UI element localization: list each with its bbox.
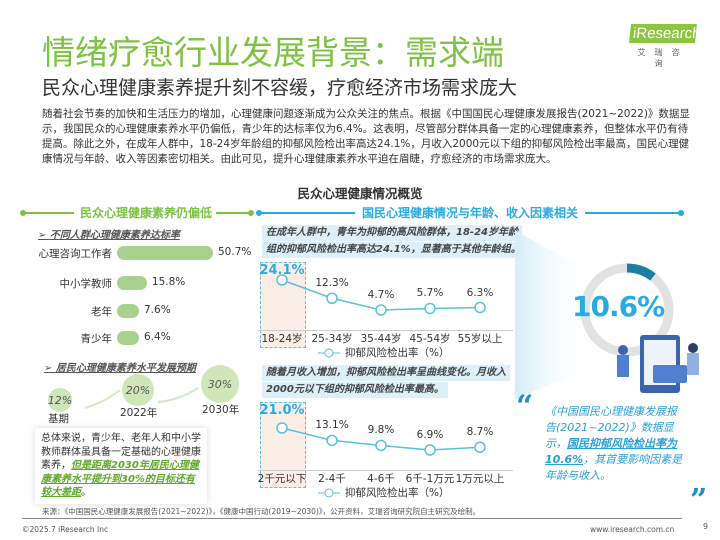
- forecast-label: 基期: [48, 413, 69, 425]
- chart-callout: 组的抑郁风险检出率高达24.1%，显著高于其他年龄组。: [262, 242, 525, 258]
- bar: [117, 304, 139, 318]
- bar-label: 中小学教师: [59, 278, 113, 290]
- data-point: [424, 302, 436, 315]
- quote-bold: 国民抑郁风险检出率为10.6%: [545, 437, 677, 466]
- data-point: [375, 304, 387, 316]
- data-point: [326, 292, 338, 304]
- bar: [117, 331, 139, 345]
- quote-part: ，其首要影响因素是年龄与收入。: [545, 453, 683, 482]
- donut-illustration: [515, 230, 699, 400]
- bar: [117, 246, 213, 260]
- header-dot: [256, 210, 262, 216]
- data-label: 4.7%: [367, 289, 395, 301]
- fan-shape: [515, 230, 595, 400]
- x-tick-label: 45-54岁: [409, 333, 451, 345]
- x-tick-label: 1万元以上: [455, 473, 505, 485]
- forecast-circle: 30%: [201, 365, 239, 403]
- header-dot: [678, 210, 684, 216]
- logo-cn: 艾瑞咨询: [637, 48, 689, 68]
- intro-paragraph: 随着社会节奏的加快和生活压力的增加，心理健康问题逐渐成为公众关注的焦点。根据《中…: [42, 108, 690, 165]
- data-point: [326, 434, 338, 447]
- legend-marker: [324, 348, 334, 358]
- bars-title: ➢ 不同人群心理健康素养达标率: [38, 230, 180, 241]
- bar-label: 老年: [91, 306, 112, 318]
- data-label: 21.0%: [259, 403, 305, 418]
- x-tick-label: 55岁以上: [457, 333, 503, 345]
- data-label: 6.3%: [466, 286, 494, 299]
- chart-callout: 随着月收入增加，抑郁风险检出率呈曲线变化。月收入: [262, 365, 510, 381]
- quote-part: 《中国国民心理健康发展报告(2021~2022)》数据显示，: [545, 405, 677, 450]
- chart-callout: 2000元以下组的抑郁风险检出率最高。: [262, 382, 448, 398]
- data-point: [424, 444, 436, 456]
- logo-text: iResearch: [629, 24, 701, 43]
- forecast-title-text: 居民心理健康素养水平发展预期: [55, 363, 196, 374]
- summary-end: 。: [81, 487, 91, 498]
- data-point: [474, 441, 486, 453]
- chart-callout: 在成年人群中，青年为抑郁的高风险群体，18-24岁年龄: [262, 225, 522, 241]
- iresearch-logo: iResearch 艾瑞咨询: [629, 24, 701, 69]
- forecast-label: 2022年: [120, 407, 158, 419]
- bar: [117, 276, 147, 290]
- copyright: ©2025.7 iResearch Inc: [22, 525, 109, 534]
- page-subtitle: 民众心理健康素养提升刻不容缓，疗愈经济市场需求庞大: [42, 77, 518, 99]
- bar-value: 50.7%: [218, 246, 252, 258]
- x-tick-label: 25-34岁: [311, 333, 353, 345]
- summary-box: 总体来说，青少年、老年人和中小学教师群体虽具备一定基础的心理健康素养，但是距离2…: [35, 428, 207, 504]
- x-tick-label: 18-24岁: [261, 333, 303, 345]
- website-link[interactable]: www.iresearch.com.cn: [590, 525, 675, 534]
- legend-label: 抑郁风险检出率（%）: [345, 487, 450, 499]
- x-tick-label: 2千元以下: [257, 473, 307, 485]
- summary-highlight: 但是距离2030年居民心理健康素养水平提升到30%的目标还有较大差距: [41, 460, 199, 498]
- legend-marker: [324, 488, 334, 498]
- divider: [260, 212, 355, 214]
- header-dot: [248, 210, 254, 216]
- bar-value: 7.6%: [144, 304, 171, 316]
- donut-arc: [580, 263, 674, 357]
- data-label: 5.7%: [416, 287, 444, 300]
- bar-label: 青少年: [80, 333, 113, 345]
- x-tick-label: 6千-1万元: [405, 473, 455, 485]
- quote-text: 《中国国民心理健康发展报告(2021~2022)》数据显示，国民抑郁风险检出率为…: [545, 404, 683, 484]
- donut-value: 10.6%: [572, 290, 665, 323]
- data-point: [375, 439, 387, 452]
- data-label: 9.8%: [367, 424, 395, 437]
- forecast-arrows: [84, 387, 199, 409]
- data-label: 8.7%: [466, 426, 494, 439]
- chart-axis: [258, 470, 513, 471]
- bars-title-text: 不同人群心理健康素养达标率: [49, 230, 180, 241]
- forecast-circle: 20%: [122, 374, 154, 406]
- header-dot: [20, 210, 26, 216]
- x-tick-label: 35-44岁: [360, 333, 402, 345]
- bar-value: 15.8%: [151, 276, 186, 288]
- chart-axis: [258, 330, 513, 331]
- close-quote-icon: ”: [690, 483, 708, 518]
- page-number: 9: [703, 522, 709, 531]
- page-title: 情绪疗愈行业发展背景：需求端: [42, 33, 504, 72]
- data-label: 24.1%: [259, 263, 305, 278]
- left-section-header: 民众心理健康素养仍偏低: [80, 206, 213, 220]
- legend-label: 抑郁风险检出率（%）: [345, 347, 450, 359]
- bar-value: 6.4%: [144, 331, 171, 343]
- divider: [24, 212, 74, 214]
- data-label: 12.3%: [315, 277, 349, 290]
- footer-divider: [22, 518, 682, 519]
- forecast-title: ➢ 居民心理健康素养水平发展预期: [44, 363, 196, 374]
- x-tick-label: 2-4千: [318, 473, 346, 485]
- overview-title: 民众心理健康情况概览: [297, 186, 423, 201]
- middle-section-header: 国民心理健康情况与年龄、收入因素相关: [362, 206, 579, 220]
- divider: [216, 212, 250, 214]
- x-tick-label: 4-6千: [367, 473, 395, 485]
- data-point: [474, 301, 486, 314]
- forecast-circle: 12%: [48, 388, 72, 412]
- forecast-label: 2030年: [202, 404, 240, 416]
- open-quote-icon: “: [516, 389, 534, 424]
- data-label: 6.9%: [416, 429, 444, 441]
- bar-label: 心理咨询工作者: [38, 248, 113, 260]
- data-label: 13.1%: [315, 419, 349, 432]
- summary-text: 总体来说，青少年、老年人和中小学教师群体虽具备一定基础的心理健康素养，: [41, 433, 201, 471]
- source-note: 来源：《中国国民心理健康发展报告(2021~2022)》，《健康中国行动(201…: [42, 507, 481, 516]
- divider: [585, 212, 680, 214]
